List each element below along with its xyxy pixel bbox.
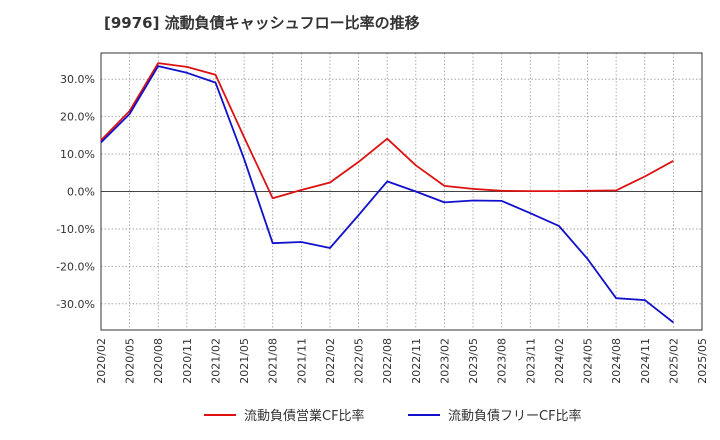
y-tick-label: 10.0% <box>60 148 95 161</box>
x-tick-label: 2020/08 <box>152 338 165 384</box>
x-tick-label: 2020/02 <box>95 338 108 384</box>
x-tick-label: 2022/08 <box>381 338 394 384</box>
x-tick-label: 2021/02 <box>209 338 222 384</box>
x-tick-label: 2024/08 <box>610 338 623 384</box>
x-tick-label: 2021/08 <box>267 338 280 384</box>
x-tick-label: 2020/11 <box>181 338 194 384</box>
y-tick-label: -30.0% <box>56 298 95 311</box>
x-tick-label: 2025/02 <box>667 338 680 384</box>
y-tick-label: -20.0% <box>56 260 95 273</box>
x-tick-label: 2021/11 <box>295 338 308 384</box>
x-tick-label: 2023/08 <box>496 338 509 384</box>
series-line-1 <box>100 62 674 200</box>
x-tick-label: 2020/05 <box>124 338 137 384</box>
x-tick-label: 2023/02 <box>438 338 451 384</box>
y-tick-label: 30.0% <box>60 73 95 86</box>
series-line-2 <box>100 65 674 324</box>
x-tick-label: 2023/11 <box>524 338 537 384</box>
legend-label-1: 流動負債営業CF比率 <box>244 408 365 424</box>
legend-label-2: 流動負債フリーCF比率 <box>448 408 582 424</box>
x-tick-label: 2025/05 <box>696 338 709 384</box>
chart-title: [9976] 流動負債キャッシュフロー比率の推移 <box>104 14 420 32</box>
x-tick-label: 2023/05 <box>467 338 480 384</box>
x-tick-label: 2024/05 <box>582 338 595 384</box>
x-tick-label: 2022/11 <box>410 338 423 384</box>
x-tick-label: 2022/02 <box>324 338 337 384</box>
x-tick-label: 2024/11 <box>639 338 652 384</box>
y-tick-label: 0.0% <box>67 186 95 199</box>
x-tick-label: 2021/05 <box>238 338 251 384</box>
x-tick-label: 2024/02 <box>553 338 566 384</box>
x-tick-label: 2022/05 <box>353 338 366 384</box>
y-tick-label: 20.0% <box>60 111 95 124</box>
y-tick-label: -10.0% <box>56 223 95 236</box>
plot-border <box>100 52 703 331</box>
